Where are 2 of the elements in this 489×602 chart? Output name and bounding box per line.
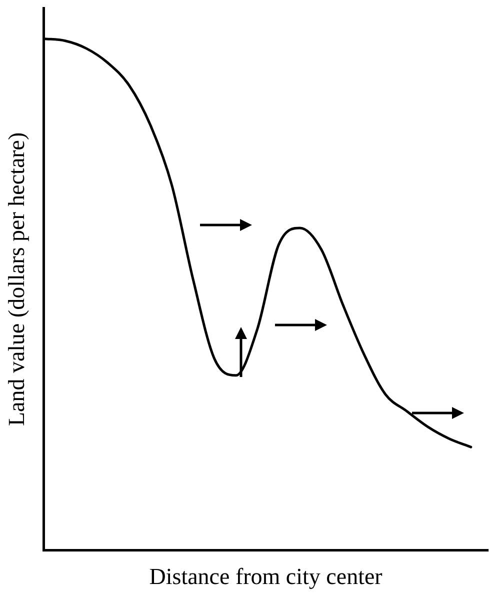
y-axis-title: Land value (dollars per hectare)	[4, 132, 29, 426]
x-axis-title: Distance from city center	[149, 564, 383, 590]
